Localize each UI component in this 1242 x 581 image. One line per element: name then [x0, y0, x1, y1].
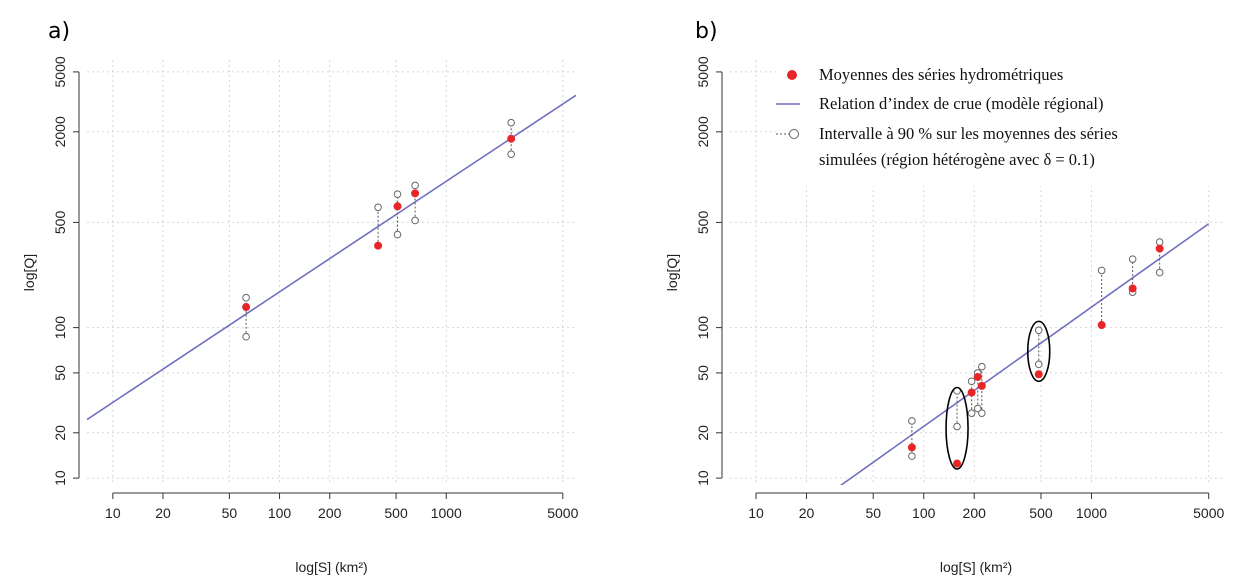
legend-text: simulées (région hétérogène avec δ = 0.1… — [819, 150, 1095, 169]
x-tick-label: 10 — [105, 505, 121, 521]
y-tick-label: 500 — [695, 211, 711, 235]
interval-lower-marker — [1155, 268, 1164, 277]
plot-area — [87, 94, 576, 421]
y-tick-label: 50 — [52, 365, 68, 381]
observed-point — [953, 459, 962, 468]
x-tick-label: 500 — [1029, 505, 1053, 521]
x-tick-label: 100 — [912, 505, 936, 521]
interval-upper-marker — [374, 203, 382, 212]
x-tick-label: 5000 — [547, 505, 578, 521]
observed-point — [967, 388, 976, 397]
legend: Moyennes des séries hydrométriques Relati… — [776, 60, 1222, 186]
interval-lower-marker — [507, 150, 515, 158]
interval-lower-marker — [973, 404, 982, 413]
interval-lower-marker — [978, 409, 986, 417]
regression-line — [87, 94, 576, 421]
x-tick-label: 10 — [748, 505, 764, 521]
interval-lower-marker — [411, 216, 419, 225]
highlight-ellipse — [1026, 320, 1051, 383]
interval-upper-marker — [1034, 326, 1043, 335]
highlight-ellipse — [945, 386, 969, 470]
x-tick-label: 100 — [268, 505, 292, 521]
observed-point — [1034, 370, 1043, 379]
interval-lower-marker — [908, 452, 916, 460]
interval-upper-marker — [393, 190, 402, 198]
y-tick-label: 10 — [52, 470, 68, 486]
observed-point — [374, 241, 383, 250]
interval-upper-marker — [967, 377, 976, 386]
plot-area — [839, 223, 1210, 485]
observed-point — [907, 443, 916, 452]
x-axis-label: log[S] (km²) — [295, 559, 367, 575]
panel-label: b) — [695, 19, 718, 44]
observed-point — [507, 134, 516, 143]
legend-text: Relation d’index de crue (modèle régiona… — [819, 94, 1104, 113]
chart-panel-2: b) 10 20 50 100 200 500 1000 5000 10 20 50 100 500 200… — [664, 19, 1224, 575]
y-axis-label: log[Q] — [21, 254, 37, 291]
observed-point — [242, 303, 251, 312]
interval-upper-marker — [1155, 238, 1164, 246]
regression-line — [839, 223, 1210, 485]
y-tick-label: 100 — [695, 316, 711, 340]
y-axis-label: log[Q] — [664, 254, 680, 291]
y-tick-label: 100 — [52, 316, 68, 340]
panel-label: a) — [48, 19, 70, 44]
observed-point — [977, 381, 986, 390]
interval-lower-marker — [953, 422, 961, 431]
legend-background — [776, 60, 1222, 186]
legend-text: Intervalle à 90 % sur les moyennes des s… — [819, 124, 1118, 143]
chart-panel-1: a) 10 20 50 100 200 500 1000 5000 10 20 50 100 500 200… — [21, 19, 579, 575]
legend-text: Moyennes des séries hydrométriques — [819, 65, 1063, 84]
x-tick-label: 200 — [963, 505, 987, 521]
x-axis-label: log[S] (km²) — [940, 559, 1012, 575]
y-tick-label: 10 — [695, 470, 711, 486]
observed-point — [1128, 284, 1137, 293]
x-tick-label: 500 — [384, 505, 408, 521]
y-tick-label: 20 — [695, 425, 711, 441]
legend-interval-marker — [789, 129, 799, 139]
interval-upper-marker — [978, 362, 986, 371]
y-tick-label: 500 — [52, 211, 68, 235]
interval-lower-marker — [393, 230, 402, 239]
x-tick-label: 50 — [865, 505, 881, 521]
x-tick-label: 5000 — [1193, 505, 1224, 521]
interval-lower-marker — [1034, 360, 1043, 369]
x-tick-label: 1000 — [431, 505, 462, 521]
observed-point — [1097, 321, 1106, 330]
observed-point — [973, 372, 982, 381]
observed-point — [411, 189, 420, 198]
x-tick-label: 50 — [222, 505, 238, 521]
interval-upper-marker — [411, 181, 419, 190]
interval-upper-marker — [1128, 255, 1137, 263]
x-tick-label: 1000 — [1076, 505, 1107, 521]
y-tick-label: 20 — [52, 425, 68, 441]
interval-upper-marker — [507, 118, 515, 127]
interval-lower-marker — [242, 332, 250, 341]
interval-upper-marker — [242, 293, 250, 302]
x-tick-label: 20 — [155, 505, 171, 521]
interval-upper-marker — [908, 417, 916, 425]
y-tick-label: 2000 — [695, 116, 711, 147]
interval-upper-marker — [1097, 266, 1106, 275]
y-tick-label: 2000 — [52, 116, 68, 147]
x-tick-label: 200 — [318, 505, 342, 521]
y-tick-label: 5000 — [52, 56, 68, 87]
observed-point — [1155, 244, 1164, 253]
legend-observed-symbol — [787, 70, 797, 80]
y-tick-label: 5000 — [695, 56, 711, 87]
observed-point — [393, 202, 402, 211]
y-tick-label: 50 — [695, 365, 711, 381]
interval-lower-marker — [967, 409, 976, 417]
x-tick-label: 20 — [799, 505, 815, 521]
